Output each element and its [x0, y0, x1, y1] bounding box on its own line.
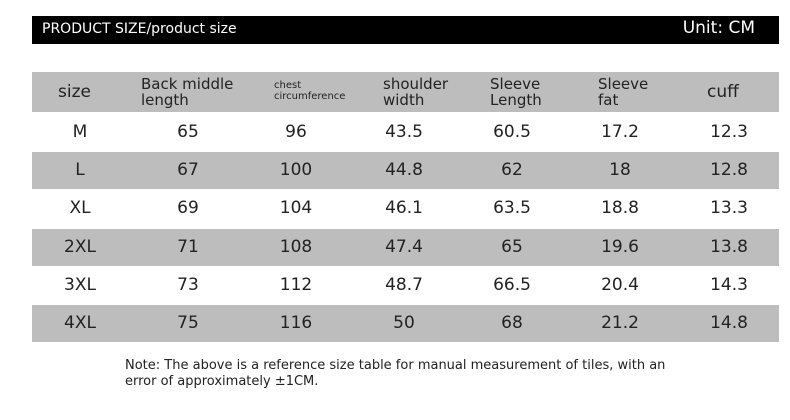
table-cell: 108: [279, 236, 313, 257]
table-cell: 60.5: [493, 122, 531, 142]
table-cell: 18: [609, 160, 631, 181]
table-cell: 3XL: [64, 274, 96, 295]
table-cell: 20.4: [601, 274, 639, 295]
table-cell: 69: [177, 198, 199, 219]
header-title: PRODUCT SIZE/product size: [42, 21, 237, 37]
table-cell: 13.3: [710, 198, 748, 219]
table-cell: 73: [177, 274, 199, 295]
table-cell: 116: [279, 313, 313, 333]
table-cell: 71: [177, 236, 199, 257]
table-row: M 65 96 43.5 60.5 17.2 12.3: [32, 114, 779, 151]
table-cell: 12.3: [710, 122, 748, 142]
table-cell: 48.7: [385, 274, 423, 295]
table-cell: 67: [177, 160, 199, 181]
table-cell: 112: [279, 274, 313, 295]
table-cell: 43.5: [385, 122, 423, 142]
table-cell: 100: [279, 160, 313, 181]
table-cell: 17.2: [601, 122, 639, 142]
table-cell: 65: [177, 122, 199, 142]
column-header: Sleeve Length: [490, 75, 542, 109]
table-cell: 96: [285, 122, 307, 142]
table-cell: 18.8: [601, 198, 639, 219]
column-header: shoulder width: [383, 75, 449, 109]
table-cell: L: [75, 160, 85, 181]
table-cell: 47.4: [385, 236, 423, 257]
table-cell: M: [72, 122, 88, 142]
table-cell: 66.5: [493, 274, 531, 295]
table-cell: 63.5: [493, 198, 531, 219]
table-cell: 46.1: [385, 198, 423, 219]
header-bar: PRODUCT SIZE/product size Unit: CM: [32, 16, 779, 44]
table-cell: 4XL: [64, 313, 96, 333]
table-cell: 19.6: [601, 236, 639, 257]
table-cell: 65: [501, 236, 523, 257]
column-header: Back middle length: [141, 75, 234, 109]
table-row: 2XL 71 108 47.4 65 19.6 13.8: [32, 228, 779, 266]
column-header: cuff: [707, 82, 739, 102]
column-header: Sleeve fat: [598, 75, 649, 109]
table-header: size Back middle length chest circumferenc…: [32, 72, 779, 112]
header-unit: Unit: CM: [682, 18, 755, 38]
table-cell: 50: [393, 313, 415, 333]
table-cell: 62: [501, 160, 523, 181]
table-cell: 12.8: [710, 160, 748, 181]
table-row: 3XL 73 112 48.7 66.5 20.4 14.3: [32, 267, 779, 304]
table-cell: 75: [177, 313, 199, 333]
column-header: chest circumference: [274, 80, 346, 102]
table-cell: 21.2: [601, 313, 639, 333]
table-cell: 13.8: [710, 236, 748, 257]
table-row: XL 69 104 46.1 63.5 18.8 13.3: [32, 190, 779, 227]
table-cell: 104: [279, 198, 313, 219]
table-cell: 68: [501, 313, 523, 333]
table-cell: 44.8: [385, 160, 423, 181]
note: Note: The above is a reference size tabl…: [125, 358, 666, 389]
table-row: 4XL 75 116 50 68 21.2 14.8: [32, 305, 779, 342]
table-row: L 67 100 44.8 62 18 12.8: [32, 152, 779, 190]
table-cell: 2XL: [64, 236, 96, 257]
table-cell: 14.8: [710, 313, 748, 333]
column-header: size: [58, 82, 91, 102]
table-cell: 14.3: [710, 274, 748, 295]
table-cell: XL: [69, 198, 91, 219]
